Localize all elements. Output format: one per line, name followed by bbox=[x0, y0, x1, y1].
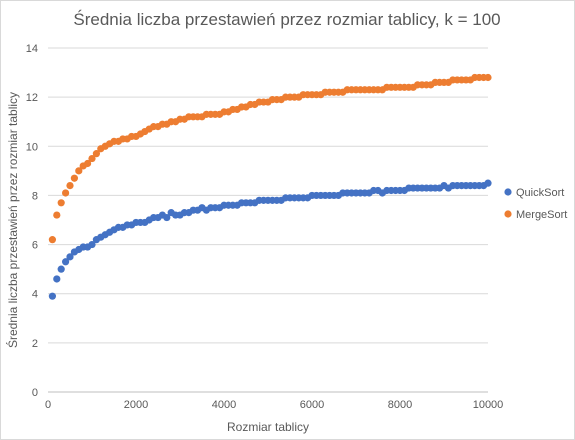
data-point-mergesort bbox=[62, 189, 70, 197]
y-tick-label: 4 bbox=[32, 289, 38, 301]
y-tick-label: 10 bbox=[26, 141, 38, 153]
data-point-quicksort bbox=[57, 265, 65, 273]
data-points bbox=[48, 73, 492, 300]
data-point-mergesort bbox=[92, 150, 100, 158]
data-point-mergesort bbox=[484, 73, 492, 82]
data-point-quicksort bbox=[66, 253, 74, 261]
y-tick-label: 12 bbox=[26, 92, 38, 104]
x-tick-label: 0 bbox=[45, 399, 51, 411]
data-point-mergesort bbox=[57, 199, 65, 207]
legend-label-quicksort: QuickSort bbox=[516, 187, 564, 199]
data-point-quicksort bbox=[62, 258, 70, 266]
y-tick-label: 0 bbox=[32, 387, 38, 399]
x-tick-label: 10000 bbox=[473, 399, 504, 411]
legend-label-mergesort: MergeSort bbox=[516, 209, 567, 221]
y-tick-label: 2 bbox=[32, 338, 38, 350]
series-mergesort bbox=[48, 73, 492, 244]
data-point-mergesort bbox=[84, 159, 92, 168]
data-point-mergesort bbox=[66, 182, 74, 190]
x-tick-label: 8000 bbox=[388, 399, 412, 411]
data-point-quicksort bbox=[163, 213, 171, 222]
data-point-quicksort bbox=[53, 275, 61, 283]
data-point-quicksort bbox=[484, 179, 492, 187]
axes: 0 2 4 6 8 10 12 14 0 2000 4000 6000 8000 10000 bbox=[26, 43, 504, 411]
x-tick-label: 6000 bbox=[300, 399, 324, 411]
gridlines bbox=[48, 47, 488, 344]
data-point-mergesort bbox=[48, 236, 57, 244]
y-tick-label: 8 bbox=[32, 190, 38, 202]
legend-marker-mergesort bbox=[504, 210, 512, 218]
data-point-mergesort bbox=[75, 167, 83, 175]
legend: QuickSort MergeSort bbox=[504, 187, 567, 221]
x-tick-label: 2000 bbox=[124, 399, 148, 411]
data-point-mergesort bbox=[53, 211, 61, 219]
data-point-mergesort bbox=[70, 174, 78, 182]
chart-title: Średnia liczba przestawień przez rozmiar… bbox=[73, 10, 500, 29]
legend-marker-quicksort bbox=[504, 188, 512, 196]
series-quicksort bbox=[48, 179, 492, 300]
x-axis-title: Rozmiar tablicy bbox=[227, 420, 309, 434]
data-point-quicksort bbox=[48, 292, 57, 300]
y-tick-label: 14 bbox=[26, 43, 38, 55]
data-point-mergesort bbox=[88, 154, 96, 163]
x-tick-label: 4000 bbox=[212, 399, 236, 411]
y-axis-title: Średnia liczba przestawień przez rozmiar… bbox=[5, 92, 20, 348]
y-tick-label: 6 bbox=[32, 240, 38, 252]
data-point-quicksort bbox=[88, 240, 96, 249]
